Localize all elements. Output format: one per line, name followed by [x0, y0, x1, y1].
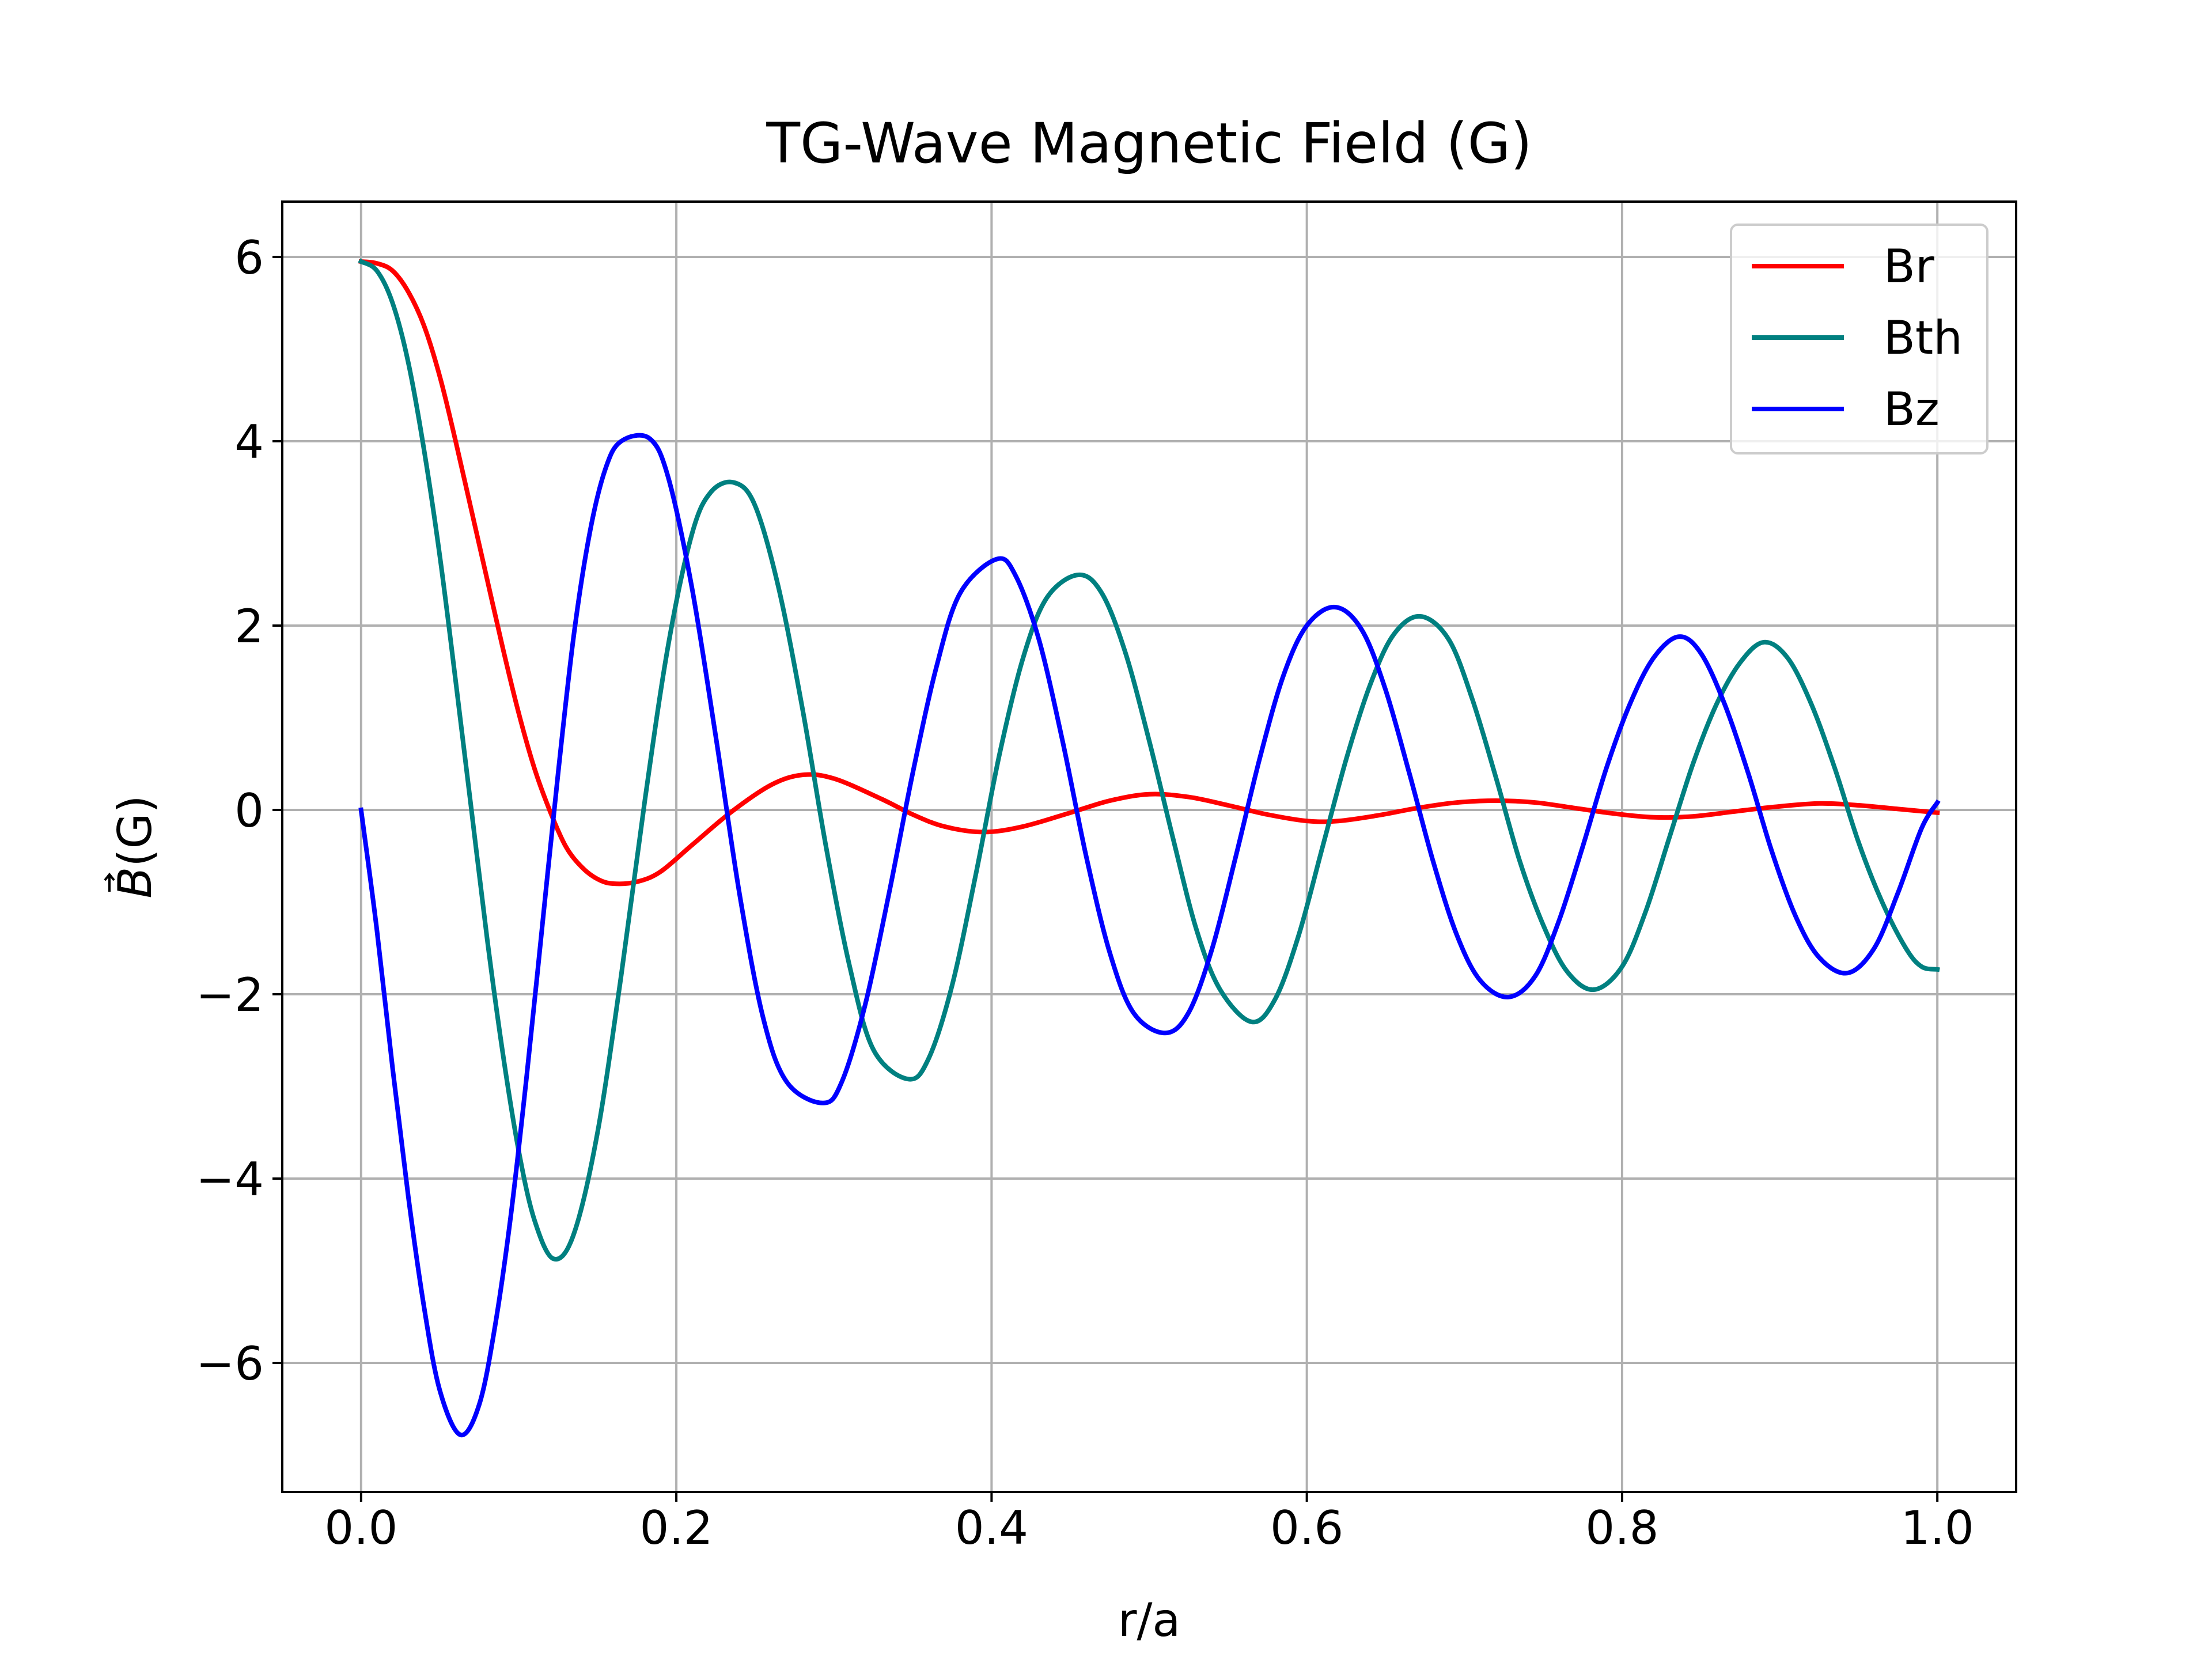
series-lines: [358, 258, 1941, 1438]
x-tick-label: 0.6: [1270, 1501, 1343, 1555]
y-tick-label: −4: [196, 1153, 264, 1206]
y-tick-label: 2: [234, 600, 264, 653]
legend-label-bth: Bth: [1884, 311, 1963, 365]
series-line-bz: [358, 433, 1941, 1438]
y-tick-label: −2: [196, 968, 264, 1022]
x-tick-label: 1.0: [1901, 1501, 1974, 1555]
legend-label-br: Br: [1884, 240, 1934, 293]
y-axis-label-unit: (G): [108, 795, 162, 866]
legend-box: [1730, 224, 1988, 454]
y-tick-label: 6: [234, 231, 264, 285]
plot-frame: [281, 200, 2017, 1493]
series-line-bth: [358, 258, 1940, 1262]
x-axis-label: r/a: [1118, 1593, 1181, 1647]
axis-ticks: 0.0 0.2 0.4 0.6 0.8 1.0 −6 −4 −2 0 2 4 6: [196, 231, 1974, 1555]
chart-title: TG-Wave Magnetic Field (G): [766, 111, 1532, 176]
x-tick-label: 0.8: [1585, 1501, 1658, 1555]
y-tick-label: −6: [196, 1337, 264, 1391]
x-tick-label: 0.2: [639, 1501, 713, 1555]
legend-label-bz: Bz: [1884, 382, 1940, 436]
y-axis-label-text: B(G): [108, 795, 162, 898]
x-tick-label: 0.4: [955, 1501, 1028, 1555]
vector-arrow-icon: [104, 872, 115, 892]
y-axis-label: B(G): [104, 795, 162, 899]
grid-lines: [282, 202, 2016, 1492]
y-tick-label: 4: [234, 415, 264, 469]
y-axis-label-symbol: B: [108, 867, 162, 899]
legend: Br Bth Bz: [1730, 224, 1988, 454]
y-tick-label: 0: [234, 784, 264, 838]
x-tick-label: 0.0: [324, 1501, 397, 1555]
